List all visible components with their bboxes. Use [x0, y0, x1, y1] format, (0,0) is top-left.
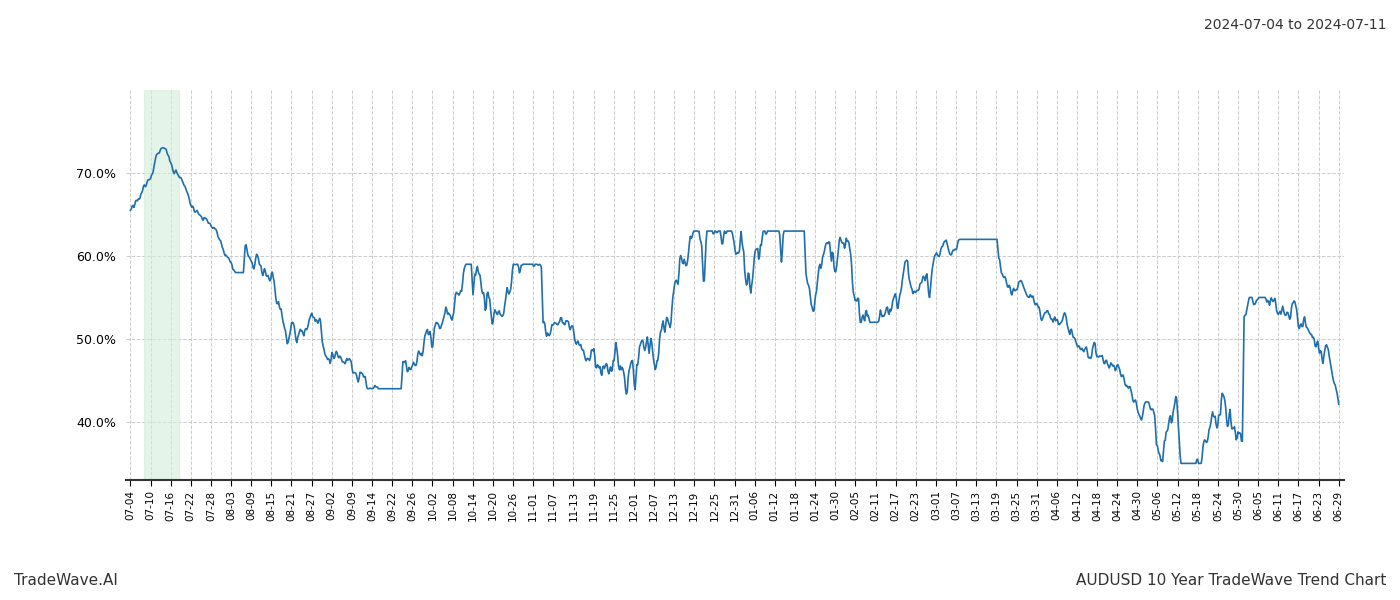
- Text: TradeWave.AI: TradeWave.AI: [14, 573, 118, 588]
- Text: 2024-07-04 to 2024-07-11: 2024-07-04 to 2024-07-11: [1204, 18, 1386, 32]
- Text: AUDUSD 10 Year TradeWave Trend Chart: AUDUSD 10 Year TradeWave Trend Chart: [1075, 573, 1386, 588]
- Bar: [144, 90, 179, 480]
